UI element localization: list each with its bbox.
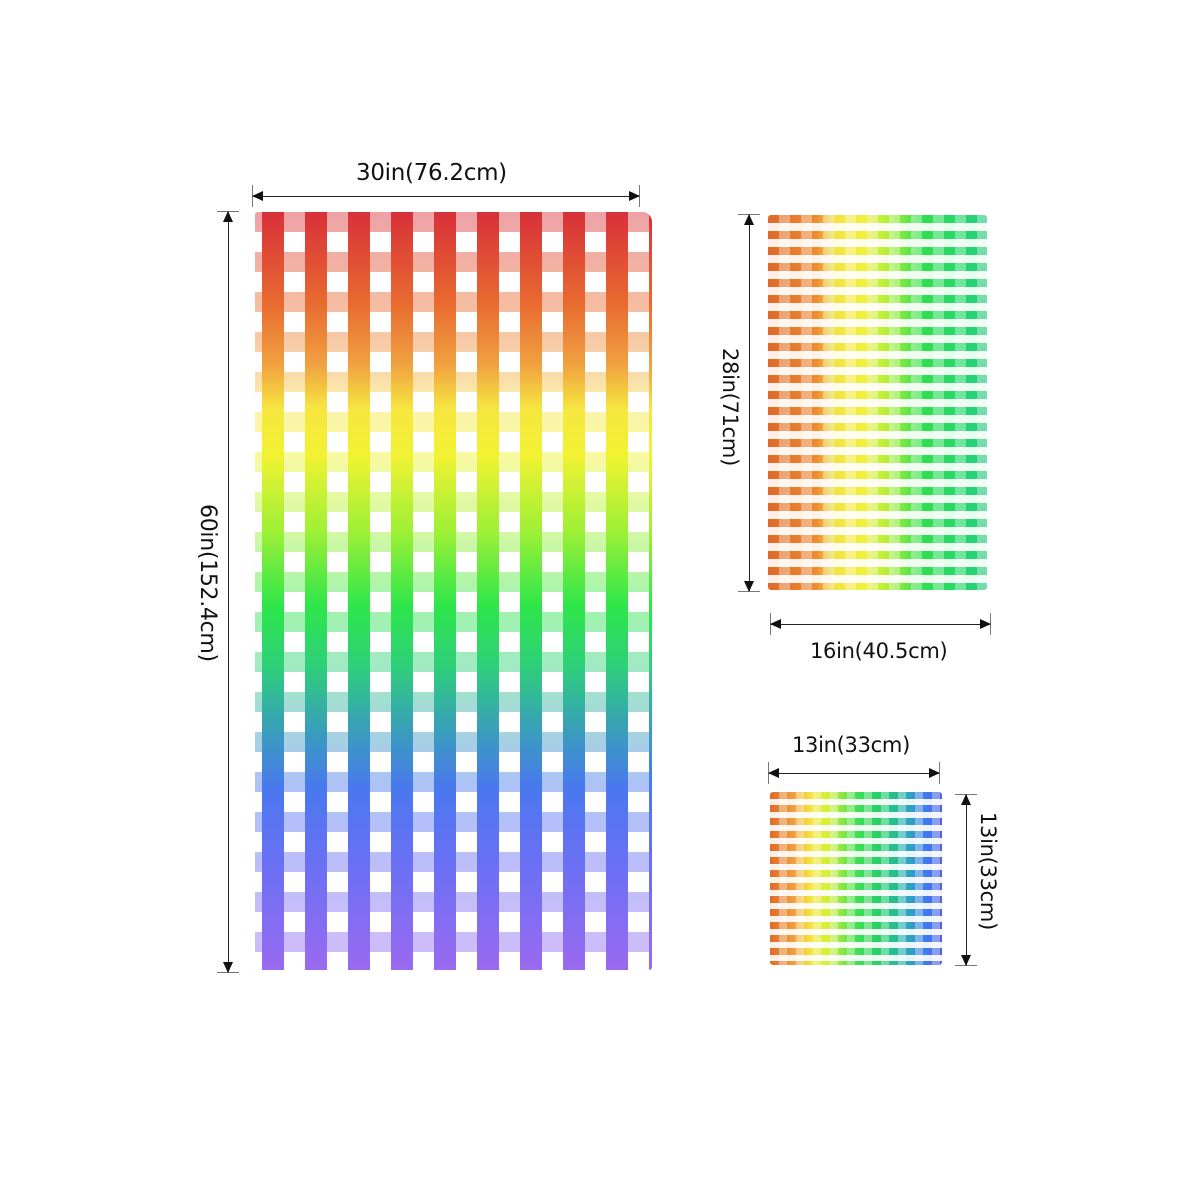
arrow-up-icon (223, 211, 233, 222)
dimension-line (966, 794, 967, 966)
arrow-down-icon (744, 581, 754, 592)
arrow-right-icon (629, 191, 640, 201)
dimension-line (252, 196, 640, 197)
dimension-line (749, 214, 750, 592)
arrow-up-icon (744, 214, 754, 225)
dimension-line (228, 211, 229, 973)
arrow-left-icon (768, 768, 779, 778)
arrow-right-icon (929, 768, 940, 778)
dimension-line (768, 773, 940, 774)
bath-towel-image (255, 212, 652, 970)
arrow-down-icon (223, 962, 233, 973)
gingham-vertical-stripes (768, 215, 987, 590)
hand-towel-image (768, 215, 987, 590)
dimension-line (770, 624, 991, 625)
hand-towel-width-label: 16in(40.5cm) (810, 639, 948, 663)
washcloth-width-label: 13in(33cm) (792, 733, 910, 757)
arrow-down-icon (961, 955, 971, 966)
washcloth-image (770, 792, 942, 965)
gingham-horizontal-bands (768, 215, 987, 590)
gingham-vertical-stripes (255, 212, 652, 970)
arrow-left-icon (252, 191, 263, 201)
bath-towel-height-label: 60in(152.4cm) (195, 504, 220, 662)
arrow-right-icon (980, 619, 991, 629)
gingham-vertical-stripes (770, 792, 942, 965)
hand-towel-height-label: 28in(71cm) (718, 348, 742, 466)
arrow-up-icon (961, 794, 971, 805)
bath-towel-width-label: 30in(76.2cm) (356, 160, 507, 186)
gingham-horizontal-bands (770, 792, 942, 965)
washcloth-height-label: 13in(33cm) (976, 812, 1000, 930)
arrow-left-icon (770, 619, 781, 629)
